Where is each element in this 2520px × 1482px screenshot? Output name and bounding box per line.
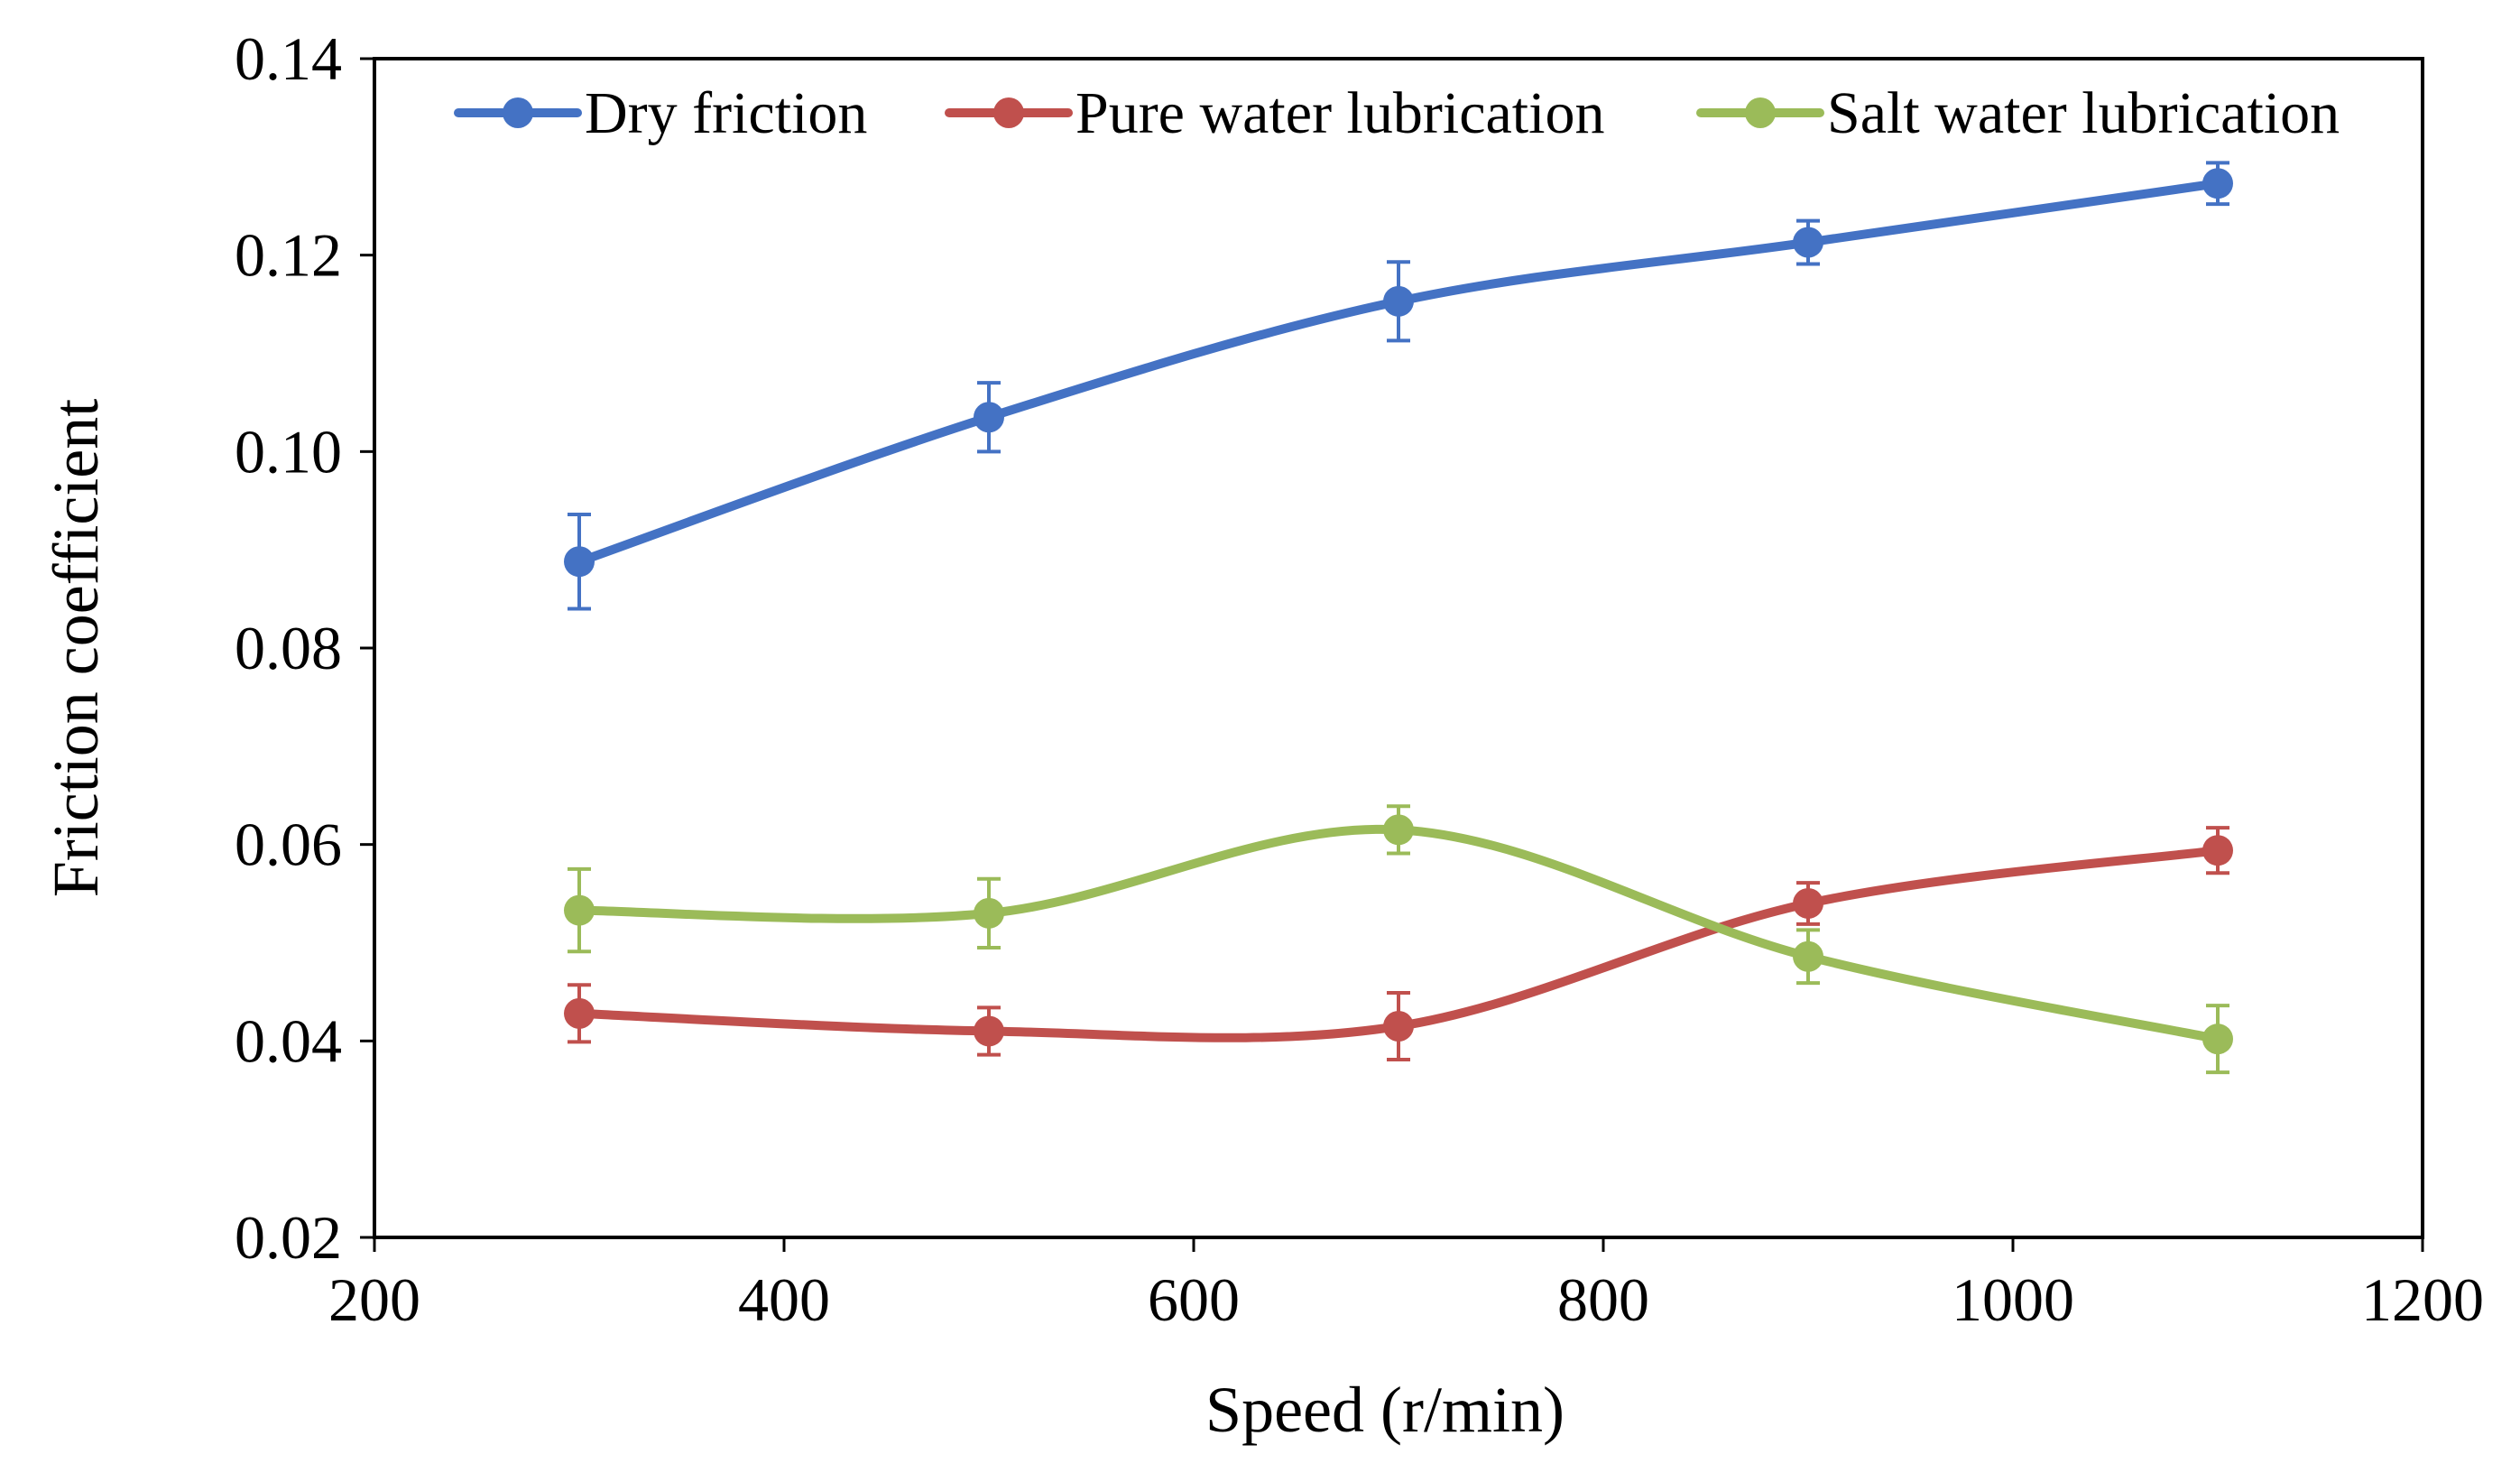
y-tick-label: 0.10	[235, 417, 342, 486]
y-tick-label: 0.14	[235, 24, 342, 93]
legend-swatch-marker	[503, 97, 533, 128]
series-salt-water	[564, 804, 2233, 1075]
legend-item-dry-friction: Dry friction	[454, 80, 867, 146]
y-tick-label: 0.12	[235, 221, 342, 290]
salt-water-point	[2202, 1024, 2233, 1055]
legend: Dry friction Pure water lubrication Salt w…	[454, 80, 2340, 146]
x-tick-label: 1200	[2361, 1265, 2484, 1334]
salt-water-point	[974, 897, 1004, 929]
series-layer	[564, 161, 2233, 1075]
legend-label: Dry friction	[585, 80, 867, 146]
pure-water-point	[1383, 1011, 1414, 1042]
pure-water-point	[564, 997, 595, 1029]
pure-water-point	[974, 1015, 1004, 1047]
x-tick-label: 1000	[1952, 1265, 2074, 1334]
dry-friction-point	[1793, 227, 1823, 258]
series-dry-friction	[564, 161, 2233, 611]
x-tick-label: 600	[1148, 1265, 1240, 1334]
dry-friction-point	[564, 546, 595, 578]
x-tick-label: 400	[738, 1265, 830, 1334]
legend-swatch-marker	[1745, 97, 1776, 128]
legend-label: Salt water lubrication	[1827, 80, 2340, 146]
x-tick-label: 200	[328, 1265, 420, 1334]
salt-water-point	[1793, 940, 1823, 972]
x-tick-label: 800	[1557, 1265, 1649, 1334]
y-tick-label: 0.08	[235, 614, 342, 682]
salt-water-point	[1383, 814, 1414, 846]
x-axis-ticks: 200 400 600 800 1000 1200	[328, 1237, 2484, 1334]
salt-water-point	[564, 894, 595, 926]
y-axis-ticks: 0.02 0.04 0.06 0.08 0.10 0.12 0.14	[235, 24, 374, 1272]
x-axis-title: Speed (r/min)	[1205, 1374, 1565, 1446]
pure-water-point	[1793, 887, 1823, 919]
y-axis-title: Friction coefficient	[40, 399, 112, 897]
legend-item-pure-water: Pure water lubrication	[945, 80, 1604, 146]
y-tick-label: 0.02	[235, 1203, 342, 1272]
y-tick-label: 0.04	[235, 1006, 342, 1075]
series-pure-water	[564, 826, 2233, 1062]
dry-friction-point	[1383, 285, 1414, 317]
legend-swatch-marker	[993, 97, 1024, 128]
y-tick-label: 0.06	[235, 810, 342, 879]
legend-item-salt-water: Salt water lubrication	[1696, 80, 2340, 146]
dry-friction-point	[974, 402, 1004, 433]
dry-friction-point	[2202, 168, 2233, 199]
pure-water-point	[2202, 835, 2233, 866]
legend-label: Pure water lubrication	[1075, 80, 1604, 146]
